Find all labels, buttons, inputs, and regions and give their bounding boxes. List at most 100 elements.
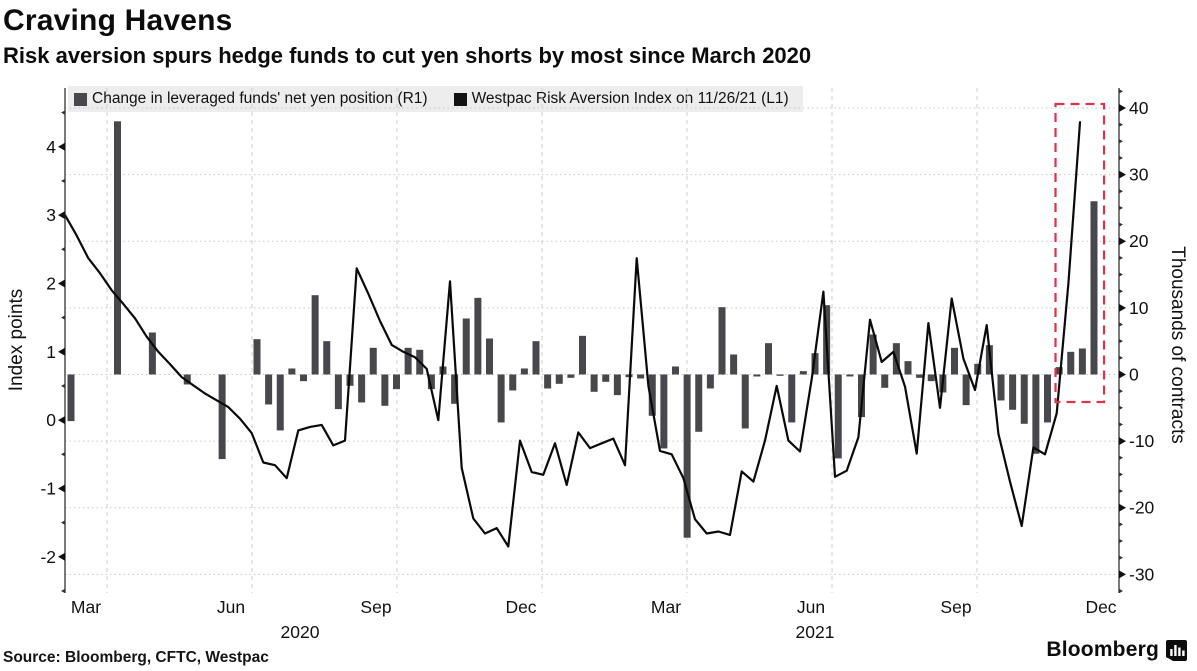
right-axis-minor-tick <box>1119 555 1123 560</box>
x-axis-month-label: Jun <box>217 597 245 617</box>
bar-net-yen-position-change <box>532 341 540 375</box>
bar-net-yen-position-change <box>358 374 366 403</box>
left-axis-tick <box>58 552 65 561</box>
bar-net-yen-position-change <box>276 374 284 431</box>
x-axis-month-label: Mar <box>651 597 681 617</box>
bar-net-yen-position-change <box>334 374 342 410</box>
right-axis-minor-tick <box>1119 538 1123 544</box>
bar-net-yen-position-change <box>799 371 807 375</box>
bar-net-yen-position-change <box>300 374 307 382</box>
left-axis-minor-tick <box>61 178 65 184</box>
bar-net-yen-position-change <box>555 374 563 384</box>
bar-net-yen-position-change <box>962 374 970 406</box>
right-axis-minor-tick <box>1119 522 1123 527</box>
bar-net-yen-position-change <box>462 318 470 375</box>
right-axis-minor-tick <box>1119 288 1123 294</box>
page-title: Craving Havens <box>3 4 233 37</box>
bar-net-yen-position-change <box>741 374 749 429</box>
bar-net-yen-position-change <box>834 374 842 459</box>
bar-net-yen-position-change <box>265 374 273 405</box>
bar-net-yen-position-change <box>602 374 610 382</box>
left-axis-tick <box>58 142 65 151</box>
legend-item-bars-label: Change in leveraged funds' net yen posit… <box>92 90 428 107</box>
bar-net-yen-position-change <box>67 374 75 422</box>
bar-net-yen-position-change <box>1009 374 1017 410</box>
right-axis-minor-tick <box>1119 122 1123 127</box>
bar-net-yen-position-change <box>1032 374 1040 454</box>
bar-net-yen-position-change <box>730 354 738 375</box>
left-axis-tick <box>58 347 65 356</box>
right-axis-minor-tick <box>1119 422 1123 427</box>
bar-net-yen-position-change <box>706 374 714 389</box>
bloomberg-logo: Bloomberg <box>1046 638 1188 662</box>
left-axis-tick-label: 2 <box>46 273 56 293</box>
bar-net-yen-position-change <box>579 335 586 375</box>
right-axis-tick-label: -30 <box>1129 564 1155 584</box>
bar-net-yen-position-change <box>753 374 761 377</box>
left-axis-minor-tick <box>61 315 65 320</box>
bar-net-yen-position-change <box>997 374 1005 401</box>
bar-net-yen-position-change <box>718 307 726 375</box>
right-axis-tick <box>1119 237 1126 246</box>
x-axis-month-label: Sep <box>360 597 391 617</box>
left-axis-minor-tick <box>61 452 65 457</box>
left-axis-tick-label: 3 <box>46 205 56 225</box>
bar-net-yen-position-change <box>451 374 459 404</box>
right-axis-tick-label: 0 <box>1129 364 1139 384</box>
right-axis-tick-label: -20 <box>1129 498 1155 518</box>
bar-net-yen-position-change <box>1044 374 1051 423</box>
bar-net-yen-position-change <box>148 332 156 375</box>
bar-net-yen-position-change <box>311 295 319 375</box>
bar-net-yen-position-change <box>951 347 958 375</box>
bar-net-yen-position-change <box>183 374 191 385</box>
right-axis-minor-tick <box>1119 388 1123 394</box>
right-axis-tick-label: 10 <box>1129 298 1149 318</box>
bloomberg-terminal-icon <box>1166 639 1187 661</box>
right-axis-minor-tick <box>1119 405 1123 410</box>
bar-net-yen-position-change <box>660 374 668 449</box>
x-axis-year-label: 2021 <box>796 622 835 642</box>
bar-net-yen-position-change <box>881 374 889 388</box>
bar-net-yen-position-change <box>1020 374 1028 424</box>
bar-net-yen-position-change <box>695 374 703 432</box>
bar-net-yen-position-change <box>323 341 331 375</box>
left-axis-tick-label: 0 <box>46 410 56 430</box>
bar-net-yen-position-change <box>369 347 377 375</box>
left-axis-tick-label: -2 <box>40 547 56 567</box>
x-axis-month-label: Dec <box>505 597 536 617</box>
bar-net-yen-position-change <box>672 366 679 375</box>
highlight-annotation-box <box>1054 102 1106 404</box>
left-axis-tick <box>58 484 65 493</box>
right-axis-minor-tick <box>1119 155 1123 161</box>
left-axis-minor-tick <box>61 247 65 252</box>
bar-net-yen-position-change <box>788 374 796 423</box>
bar-net-yen-position-change <box>427 374 435 390</box>
bar-net-yen-position-change <box>916 374 924 378</box>
right-axis-minor-tick <box>1119 139 1123 144</box>
right-axis-minor-tick <box>1119 488 1123 494</box>
right-axis-tick-label: 20 <box>1129 231 1149 251</box>
right-axis-minor-tick <box>1119 272 1123 277</box>
x-axis-month-label: Dec <box>1085 597 1116 617</box>
right-axis-minor-tick <box>1119 89 1123 94</box>
bar-net-yen-position-change <box>846 374 854 377</box>
bar-net-yen-position-change <box>218 374 226 460</box>
bar-net-yen-position-change <box>927 374 935 382</box>
x-axis-month-label: Sep <box>940 597 971 617</box>
left-axis-tick-label: 4 <box>46 137 56 157</box>
bar-net-yen-position-change <box>114 121 121 375</box>
line-westpac-risk-aversion-index <box>63 121 1082 548</box>
right-axis-minor-tick <box>1119 255 1123 261</box>
chart-subtitle: Risk aversion spurs hedge funds to cut y… <box>3 43 812 68</box>
right-axis-minor-tick <box>1119 588 1123 594</box>
right-axis-tick <box>1119 103 1126 112</box>
right-axis-minor-tick <box>1119 455 1123 460</box>
left-axis-minor-tick <box>61 588 65 594</box>
bar-net-yen-position-change <box>683 374 691 538</box>
bar-net-yen-position-change <box>288 368 296 375</box>
bar-net-yen-position-change <box>381 374 389 406</box>
source-note: Source: Bloomberg, CFTC, Westpac <box>3 649 269 666</box>
legend-item-bars: Change in leveraged funds' net yen posit… <box>74 90 428 108</box>
right-axis-tick-label: 30 <box>1129 165 1149 185</box>
